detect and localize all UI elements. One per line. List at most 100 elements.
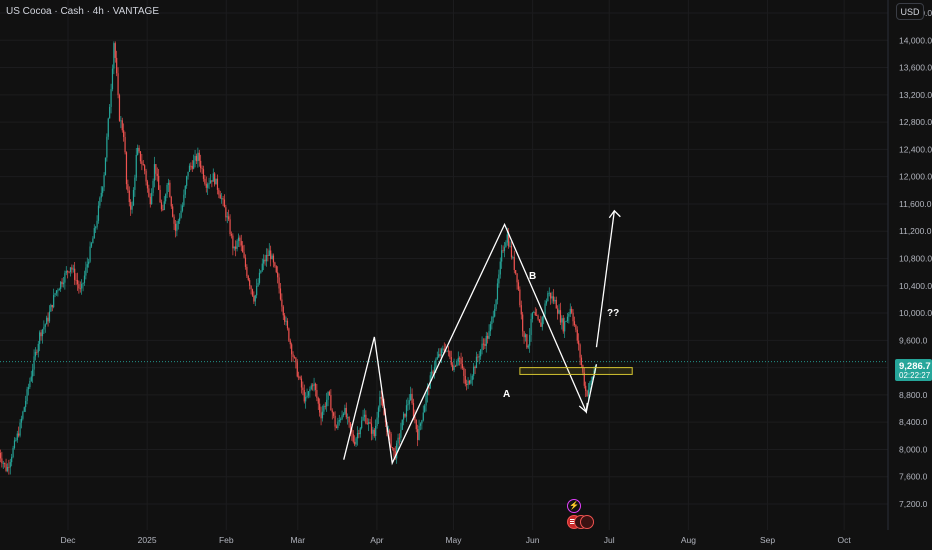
candle-body <box>205 183 207 188</box>
candle-body <box>146 181 149 189</box>
candle-body <box>572 312 574 322</box>
candle-body <box>480 349 482 357</box>
candle-body <box>233 246 235 249</box>
candle-body <box>443 348 445 351</box>
currency-button[interactable]: USD <box>896 3 924 20</box>
candle-body <box>544 303 546 314</box>
candle-body <box>368 422 370 424</box>
candle-body <box>193 160 195 169</box>
candle-body <box>559 310 562 323</box>
candle-body <box>470 380 472 384</box>
candle-body <box>271 255 273 260</box>
candle-body <box>319 403 321 413</box>
candle-body <box>529 335 531 346</box>
candle-body <box>289 340 291 345</box>
candle-body <box>502 250 504 252</box>
candle-body <box>306 395 308 397</box>
candle-body <box>358 433 360 435</box>
candle-body <box>313 383 315 386</box>
y-tick-label: 13,600.0 <box>899 63 932 73</box>
candle-body <box>426 387 429 396</box>
candle-body <box>34 351 37 357</box>
candle-body <box>6 466 9 471</box>
candle-body <box>243 252 245 258</box>
candle-body <box>117 73 119 96</box>
x-tick-label: May <box>445 535 462 545</box>
candle-body <box>23 407 25 412</box>
candle-body <box>428 387 430 389</box>
candle-body <box>566 316 569 322</box>
candle-body <box>200 160 202 169</box>
candle-body <box>267 255 269 256</box>
candle-body <box>391 447 394 448</box>
candle-body <box>211 180 213 182</box>
candle-body <box>404 413 406 417</box>
symbol-title[interactable]: US Cocoa · Cash · 4h · VANTAGE <box>6 6 160 17</box>
candle-body <box>29 380 31 388</box>
lightning-icon[interactable]: ⚡ <box>567 499 581 513</box>
candle-body <box>207 184 209 188</box>
candle-body <box>571 308 573 313</box>
candle-body <box>9 462 11 468</box>
candle-body <box>335 426 338 429</box>
candle-body <box>415 419 417 430</box>
candle-body <box>537 315 539 320</box>
candle-body <box>447 350 450 352</box>
candle-body <box>590 380 592 383</box>
candle-body <box>132 189 135 206</box>
x-tick-label: Apr <box>370 535 383 545</box>
candle-body <box>585 385 587 391</box>
candle-body <box>348 417 350 423</box>
candle-body <box>550 292 552 299</box>
candle-body <box>50 304 52 312</box>
candle-body <box>485 335 487 346</box>
candle-body <box>58 288 60 291</box>
y-tick-label: 14,000.0 <box>899 35 932 45</box>
y-tick-label: 10,400.0 <box>899 281 932 291</box>
candle-body <box>453 365 455 370</box>
candle-body <box>123 130 125 138</box>
time-axis: Dec 2025 Feb Mar Apr May Jun Jul Aug Sep Oct <box>60 535 851 545</box>
candle-body <box>457 357 459 362</box>
candle-body <box>25 400 27 408</box>
candle-body <box>218 189 220 195</box>
candle-body <box>20 418 23 423</box>
event-marker-icon[interactable] <box>580 515 594 529</box>
y-tick-label: 10,800.0 <box>899 254 932 264</box>
candle-body <box>403 413 405 420</box>
candle-body <box>148 188 150 197</box>
candle-body <box>536 315 538 316</box>
candle-body <box>555 299 557 309</box>
candle-body <box>64 273 66 283</box>
candle-body <box>473 366 475 376</box>
candle-body <box>337 421 339 429</box>
candle-body <box>361 420 363 429</box>
candle-body <box>1 458 3 464</box>
candle-body <box>141 161 143 165</box>
candle-body <box>296 362 298 377</box>
candle-body <box>121 120 123 131</box>
candle-body <box>51 304 53 308</box>
candle-body <box>229 219 231 235</box>
candle-body <box>510 245 513 258</box>
candle-body <box>494 308 496 317</box>
candle-body <box>341 415 343 420</box>
candle-body <box>522 314 524 332</box>
candle-body <box>268 250 270 256</box>
candle-body <box>467 380 469 386</box>
candle-body <box>16 433 18 441</box>
y-tick-label: 10,000.0 <box>899 308 932 318</box>
y-tick-label: 8,800.0 <box>899 390 928 400</box>
candle-body <box>258 272 261 283</box>
candle-body <box>89 246 91 262</box>
candle-body <box>331 410 333 413</box>
candle-body <box>398 437 401 439</box>
candle-body <box>299 376 301 379</box>
candle-body <box>127 184 129 191</box>
candle-body <box>320 412 322 419</box>
annotation-b: B <box>529 271 536 282</box>
candle-body <box>53 295 55 308</box>
annotation-a: A <box>503 389 510 400</box>
candle-body <box>201 168 203 170</box>
